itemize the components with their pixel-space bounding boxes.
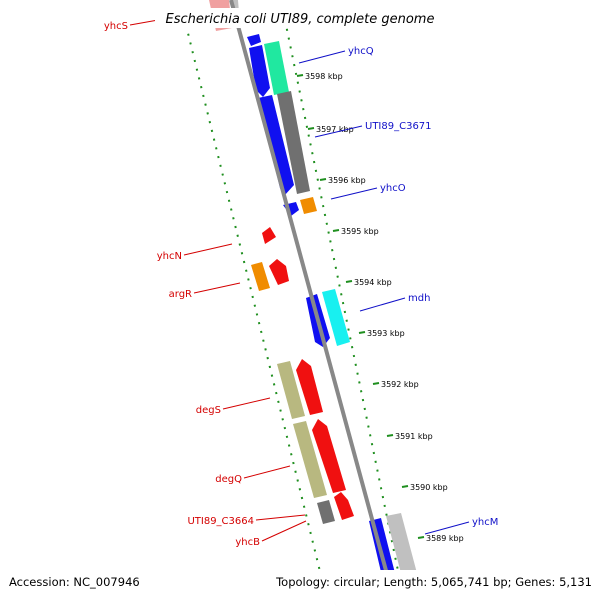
scale-labels: 3598 kbp 3597 kbp 3596 kbp 3595 kbp 3594 kbp… — [296, 72, 464, 543]
topology-text: Topology: circular; Length: 5,065,741 bp… — [275, 575, 592, 589]
scale-label: 3593 kbp — [367, 329, 405, 338]
scale-tick — [345, 280, 353, 283]
trna-block[interactable] — [251, 262, 270, 291]
gene-label-forward[interactable]: mdh — [408, 293, 430, 304]
gene-label-reverse-leader-line — [261, 520, 307, 542]
scale-tick — [296, 74, 304, 77]
inner-tick-ring — [185, 24, 328, 600]
scale-tick — [307, 127, 315, 130]
gene-label-forward-leader-line — [359, 297, 406, 312]
category-cyan-block[interactable] — [322, 289, 350, 346]
category-gray-block[interactable] — [277, 91, 310, 194]
scale-tick — [417, 536, 425, 539]
gene-label-reverse-leader-line — [255, 514, 306, 521]
category-olive-block[interactable] — [293, 421, 327, 498]
scale-label: 3595 kbp — [341, 227, 379, 236]
scale-label: 3596 kbp — [328, 176, 366, 185]
cds-reverse-block[interactable] — [262, 227, 276, 244]
gene-label-reverse[interactable]: yhcB — [235, 537, 260, 548]
gene-label-forward-leader-line — [298, 50, 346, 64]
gene-label-reverse[interactable]: degQ — [215, 474, 242, 485]
gene-label-forward-leader-line — [424, 521, 470, 535]
gene-label-forward[interactable]: UTI89_C3671 — [365, 121, 432, 132]
gene-label-reverse[interactable]: argR — [169, 289, 192, 300]
gene-label-reverse[interactable]: yhcS — [104, 21, 128, 32]
accession-text: Accession: NC_007946 — [9, 575, 140, 589]
gene-label-reverse-leader-line — [193, 282, 241, 294]
cds-forward-block[interactable] — [258, 95, 294, 196]
cds-reverse-block[interactable] — [296, 359, 323, 415]
gene-label-reverse[interactable]: UTI89_C3664 — [187, 516, 254, 527]
map-title: Escherichia coli UTI89, complete genome — [166, 12, 435, 27]
scale-label: 3597 kbp — [316, 125, 354, 134]
gene-label-reverse-leader-line — [222, 397, 271, 410]
scale-label: 3589 kbp — [426, 534, 464, 543]
cds-forward-block[interactable] — [249, 45, 270, 97]
gene-label-reverse[interactable]: degS — [196, 405, 221, 416]
feature-track — [209, 0, 422, 596]
gene-label-reverse-leader-line — [183, 243, 233, 256]
cds-forward-block[interactable] — [247, 34, 261, 46]
gene-label-forward-leader-line — [330, 187, 378, 200]
footer-background — [0, 570, 600, 600]
category-green-block[interactable] — [264, 41, 289, 95]
category-olive-block[interactable] — [277, 361, 305, 419]
scale-tick — [332, 229, 340, 232]
scale-tick — [401, 485, 409, 488]
gene-label-forward-leader-line — [314, 125, 363, 138]
title-background — [155, 8, 445, 28]
category-gray-block[interactable] — [317, 500, 335, 524]
scale-tick — [372, 382, 380, 385]
scale-label: 3590 kbp — [410, 483, 448, 492]
gene-label-forward[interactable]: yhcQ — [348, 46, 374, 57]
gene-label-reverse-leader-line — [243, 465, 291, 479]
gene-labels: yhcQ UTI89_C3671 yhcO mdh yhcM yhcS yhcN argR de… — [104, 16, 498, 548]
trna-block[interactable] — [300, 197, 317, 214]
scale-label: 3592 kbp — [381, 380, 419, 389]
genome-backbone — [229, 0, 396, 600]
scale-tick — [358, 331, 366, 334]
scale-label: 3598 kbp — [305, 72, 343, 81]
scale-tick — [319, 178, 327, 181]
scale-label: 3591 kbp — [395, 432, 433, 441]
scale-label: 3594 kbp — [354, 278, 392, 287]
cds-reverse-block[interactable] — [334, 492, 354, 520]
gene-label-forward[interactable]: yhcM — [472, 517, 498, 528]
cds-reverse-block[interactable] — [312, 419, 346, 493]
gene-label-forward[interactable]: yhcO — [380, 183, 406, 194]
cds-reverse-block[interactable] — [269, 259, 289, 285]
scale-tick — [386, 434, 394, 437]
gene-label-reverse[interactable]: yhcN — [157, 251, 182, 262]
